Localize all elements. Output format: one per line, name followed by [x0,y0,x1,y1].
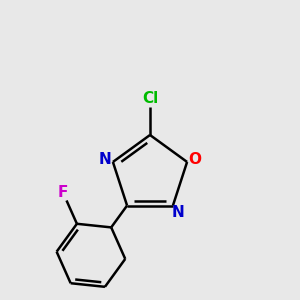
Text: O: O [189,152,202,167]
Text: Cl: Cl [142,91,158,106]
Text: N: N [172,205,184,220]
Text: F: F [58,185,68,200]
Text: N: N [98,152,111,167]
